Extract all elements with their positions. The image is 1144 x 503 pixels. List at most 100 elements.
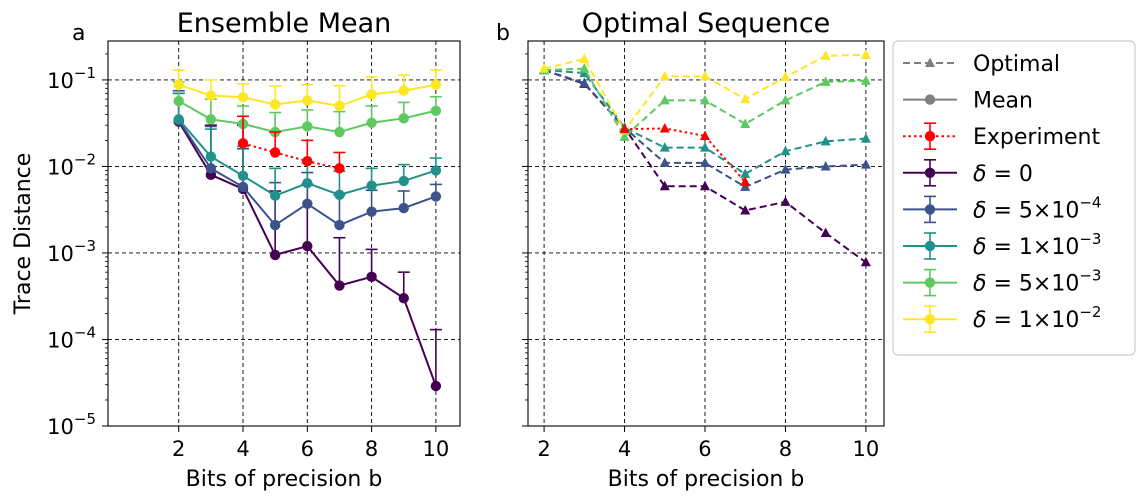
series-5 (237, 115, 346, 174)
y-tick-exponent: −3 (74, 237, 96, 255)
data-point (334, 280, 345, 291)
legend-equals: = (986, 308, 1018, 333)
data-point (619, 131, 630, 141)
legend-label: Mean (973, 89, 1033, 114)
data-point (205, 163, 217, 174)
data-point (860, 133, 871, 143)
panel-b: 2 4 6 8 10 Optimal Sequence b Bits of precision… (496, 8, 885, 492)
data-point (780, 71, 791, 82)
data-point (699, 180, 710, 191)
x-tick-label-3: 8 (365, 437, 378, 461)
y-tick-base: 10 (47, 328, 74, 352)
legend-entry-6: δ = 5×10−3 (903, 267, 1101, 297)
legend-delta-exponent: −3 (1079, 267, 1101, 285)
data-point (820, 160, 831, 171)
data-point (430, 79, 442, 90)
y-tick-label-2: 10−3 (47, 237, 96, 266)
y-tick-base: 10 (47, 415, 74, 439)
data-point (366, 117, 377, 128)
legend-entry-7: δ = 1×10−2 (903, 303, 1101, 333)
legend-delta-symbol: δ (973, 235, 986, 260)
data-point (820, 50, 831, 60)
legend-delta-exponent: −2 (1079, 303, 1101, 321)
legend-marker (924, 131, 936, 142)
data-point (302, 121, 313, 132)
legend-delta-value: 1×10 (1019, 308, 1079, 333)
data-point (659, 157, 670, 167)
series-5 (619, 122, 751, 187)
legend-label: Experiment (973, 125, 1100, 150)
data-point (860, 159, 871, 169)
panel-letter: b (496, 21, 510, 46)
data-point (659, 180, 670, 191)
legend-delta-symbol: δ (973, 162, 986, 187)
series-3 (539, 63, 871, 141)
x-axis-label: Bits of precision b (186, 467, 383, 492)
data-point (430, 380, 442, 392)
series-line (624, 127, 746, 183)
data-point (398, 85, 409, 96)
data-point (740, 118, 751, 128)
data-point (237, 138, 249, 149)
data-point (398, 202, 409, 214)
data-point (699, 157, 710, 167)
data-point (205, 90, 217, 101)
x-tick-label-4: 10 (423, 437, 450, 461)
legend-equals: = (986, 162, 1018, 187)
x-tick-label-0: 2 (537, 437, 550, 461)
x-tick-label-1: 4 (236, 437, 249, 461)
legend-label: δ = 1×10−2 (973, 303, 1101, 333)
legend-marker (924, 167, 936, 178)
series-line (543, 69, 866, 189)
data-point (579, 53, 590, 63)
data-point (334, 189, 345, 201)
data-point (302, 95, 313, 106)
legend-equals: = (986, 198, 1018, 223)
data-point (820, 76, 831, 86)
panel-title: Optimal Sequence (582, 8, 831, 39)
legend-marker (924, 314, 936, 325)
data-point (269, 249, 281, 261)
series-line (242, 142, 340, 170)
legend-entry-4: δ = 5×10−4 (903, 193, 1101, 223)
legend-entry-2: Experiment (903, 122, 1100, 150)
y-tick-exponent: −4 (74, 323, 96, 341)
data-point (366, 180, 377, 191)
series-4 (172, 69, 442, 112)
axes-frame (107, 40, 461, 427)
legend-marker (925, 57, 935, 67)
x-tick-label-2: 6 (698, 437, 711, 461)
data-point (237, 92, 249, 103)
x-axis-label: Bits of precision b (608, 467, 805, 492)
data-point (699, 130, 710, 140)
y-tick-exponent: −1 (74, 64, 96, 82)
legend-marker (924, 277, 936, 288)
legend-equals: = (986, 272, 1018, 297)
y-tick-base: 10 (47, 69, 74, 93)
x-tick-label-4: 10 (853, 437, 880, 461)
data-point (237, 181, 249, 193)
data-point (539, 63, 550, 73)
legend-entry-1: Mean (903, 89, 1033, 114)
data-point (860, 49, 871, 59)
legend-delta-value: 0 (1019, 162, 1033, 187)
x-tick-label-2: 6 (301, 437, 314, 461)
legend-equals: = (986, 235, 1018, 260)
y-tick-base: 10 (47, 242, 74, 266)
legend-marker (924, 240, 936, 252)
data-point (699, 70, 710, 81)
legend-delta-symbol: δ (973, 308, 986, 333)
data-point (740, 93, 751, 104)
y-tick-exponent: −5 (74, 410, 96, 428)
data-point (780, 94, 791, 105)
data-point (699, 94, 710, 105)
x-tick-label-0: 2 (172, 437, 185, 461)
data-point (780, 196, 791, 206)
data-point (302, 240, 313, 252)
data-point (205, 114, 217, 125)
data-point (269, 219, 281, 231)
legend-delta-exponent: −4 (1079, 193, 1101, 211)
data-point (579, 77, 590, 88)
